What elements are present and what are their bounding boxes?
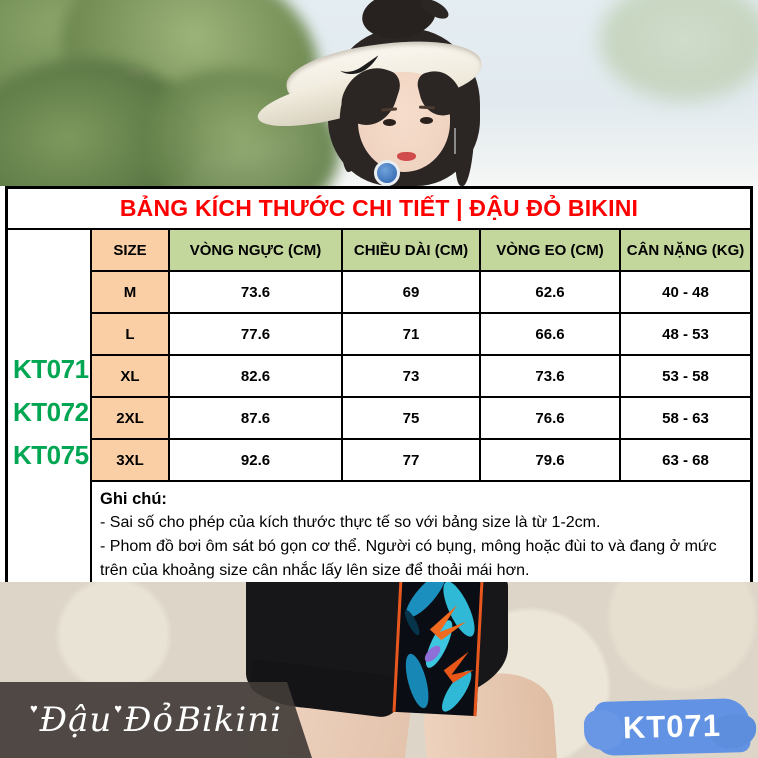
model-portrait (253, 0, 490, 186)
waist-value: 79.6 (481, 440, 619, 480)
column-header-waist: VÒNG EO (CM) (481, 230, 619, 270)
column-header-bust: VÒNG NGỰC (CM) (170, 230, 341, 270)
column-header-size: SIZE (92, 230, 168, 270)
bust-value: 73.6 (170, 272, 341, 312)
size-label: L (92, 314, 168, 354)
size-label: 3XL (92, 440, 168, 480)
earring (454, 128, 456, 154)
size-chart-table: BẢNG KÍCH THƯỚC CHI TIẾT | ĐẬU ĐỎ BIKINI… (5, 186, 753, 583)
length-value: 77 (343, 440, 479, 480)
size-label: M (92, 272, 168, 312)
heart-icon: ♥ (29, 700, 38, 716)
weight-value: 58 - 63 (621, 398, 750, 438)
heart-icon: ♥ (114, 700, 123, 716)
product-code: KT071 (13, 354, 89, 384)
brand-logo-text: Bikini (175, 700, 283, 740)
bust-value: 82.6 (170, 356, 341, 396)
table-title: BẢNG KÍCH THƯỚC CHI TIẾT | ĐẬU ĐỎ BIKINI (8, 189, 750, 228)
size-label: 2XL (92, 398, 168, 438)
product-code: KT075 (13, 440, 89, 470)
waist-value: 76.6 (481, 398, 619, 438)
waist-value: 73.6 (481, 356, 619, 396)
bust-value: 87.6 (170, 398, 341, 438)
hero-photo (0, 0, 758, 186)
model-lips (397, 152, 416, 161)
notes-section: Ghi chú: - Sai số cho phép của kích thướ… (92, 482, 750, 583)
bust-value: 92.6 (170, 440, 341, 480)
product-photo: ♥ Đậu ♥ Đỏ Bikini KT071 (0, 582, 758, 758)
brand-logo-text: Đỏ (124, 700, 174, 740)
weight-value: 40 - 48 (621, 272, 750, 312)
product-codes-cell: KT071 KT072 KT075 (8, 230, 90, 583)
length-value: 75 (343, 398, 479, 438)
size-label: XL (92, 356, 168, 396)
weight-value: 63 - 68 (621, 440, 750, 480)
length-value: 69 (343, 272, 479, 312)
model-eye (383, 119, 396, 126)
length-value: 71 (343, 314, 479, 354)
notes-heading: Ghi chú: (100, 490, 167, 508)
column-header-length: CHIỀU DÀI (CM) (343, 230, 479, 270)
notes-line: - Sai số cho phép của kích thước thực tế… (100, 514, 601, 532)
waist-value: 62.6 (481, 272, 619, 312)
column-header-weight: CÂN NẶNG (KG) (621, 230, 750, 270)
brand-logo-banner: ♥ Đậu ♥ Đỏ Bikini (0, 682, 312, 758)
weight-value: 53 - 58 (621, 356, 750, 396)
product-code-badge: KT071 (593, 697, 751, 757)
tropical-print-stripe (392, 582, 484, 717)
weight-value: 48 - 53 (621, 314, 750, 354)
blue-lollipop (374, 160, 400, 186)
length-value: 73 (343, 356, 479, 396)
palm-foliage-far (600, 0, 758, 100)
swoosh-icon (339, 55, 382, 81)
bust-value: 77.6 (170, 314, 341, 354)
product-code: KT072 (13, 397, 89, 427)
notes-line: - Phom đồ bơi ôm sát bó gọn cơ thể. Ngườ… (100, 538, 717, 579)
badge-label: KT071 (622, 707, 722, 746)
model-eye (420, 117, 433, 124)
waist-value: 66.6 (481, 314, 619, 354)
brand-logo-text: Đậu (39, 700, 113, 740)
